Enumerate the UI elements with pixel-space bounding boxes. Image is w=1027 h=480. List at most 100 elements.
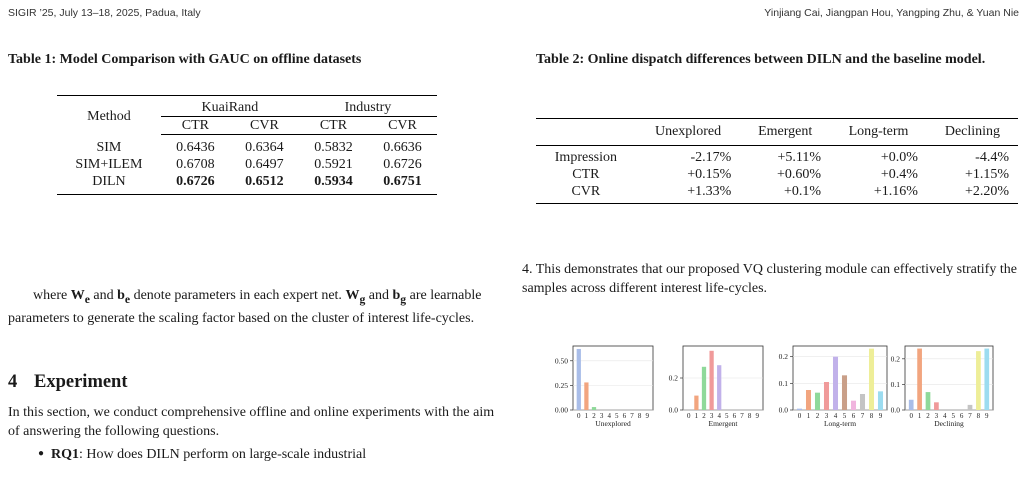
bar xyxy=(576,348,581,410)
x-tick-label: 6 xyxy=(733,412,737,420)
x-tick-label: 5 xyxy=(615,412,619,420)
bar xyxy=(717,365,722,410)
x-tick-label: 6 xyxy=(623,412,627,420)
running-header-venue: SIGIR ’25, July 13–18, 2025, Padua, Ital… xyxy=(8,7,201,19)
x-tick-label: 7 xyxy=(968,412,972,420)
bar xyxy=(976,351,981,410)
table2: Unexplored Emergent Long-term Declining … xyxy=(536,118,1018,204)
bar xyxy=(925,392,931,410)
x-tick-label: 8 xyxy=(977,412,981,420)
bar xyxy=(984,348,990,410)
table1-value-cell: 0.6364 xyxy=(245,140,284,155)
table2-column-header: Emergent xyxy=(740,118,831,146)
bar xyxy=(591,407,597,410)
bar xyxy=(967,404,973,410)
x-tick-label: 2 xyxy=(926,412,930,420)
table1-value-cell: 0.5832 xyxy=(314,140,353,155)
table1-value-cell: 0.6726 xyxy=(383,157,422,172)
y-tick-label: 0.0 xyxy=(779,406,789,415)
y-tick-label: 0.2 xyxy=(779,352,789,361)
bar xyxy=(823,382,830,410)
bar xyxy=(701,366,707,410)
table1-value-cell: 0.6512 xyxy=(245,174,284,189)
y-tick-label: 0.50 xyxy=(555,356,568,365)
bar xyxy=(934,402,939,410)
x-tick-label: 5 xyxy=(725,412,729,420)
x-tick-label: 1 xyxy=(695,412,699,420)
x-tick-label: 9 xyxy=(645,412,649,420)
y-tick-label: 0.2 xyxy=(669,374,679,383)
table1-subheader: CVR xyxy=(367,116,437,135)
table1-value-cell: 0.6436 xyxy=(176,140,215,155)
x-tick-label: 3 xyxy=(825,412,829,420)
table2-value-cell: +0.15% xyxy=(687,167,732,182)
x-axis-label: Declining xyxy=(934,419,964,428)
table2-caption: Table 2: Online dispatch differences bet… xyxy=(536,52,986,67)
table1-subheader: CTR xyxy=(298,116,368,135)
x-tick-label: 7 xyxy=(630,412,634,420)
x-tick-label: 7 xyxy=(740,412,744,420)
table1-value-cell: 0.6726 xyxy=(176,174,215,189)
x-tick-label: 9 xyxy=(755,412,759,420)
bar xyxy=(709,350,714,410)
bar xyxy=(917,348,922,410)
section-heading: 4 Experiment xyxy=(8,372,128,392)
bar xyxy=(796,408,803,410)
x-tick-label: 8 xyxy=(870,412,874,420)
bar xyxy=(694,395,699,410)
bar xyxy=(868,348,875,410)
table2-corner xyxy=(536,118,636,146)
table1-value-cell: 0.6497 xyxy=(245,157,284,172)
x-tick-label: 9 xyxy=(879,412,883,420)
bar xyxy=(859,394,866,410)
table1-method-cell: SIM+ILEM xyxy=(75,157,143,172)
table1-subheader: CTR xyxy=(160,116,230,135)
x-tick-label: 4 xyxy=(943,412,947,420)
bar xyxy=(584,382,589,410)
x-tick-label: 9 xyxy=(985,412,989,420)
x-axis-label: Long-term xyxy=(824,419,856,428)
x-tick-label: 8 xyxy=(638,412,642,420)
vq-clustering-paragraph: 4. This demonstrates that our proposed V… xyxy=(522,262,1017,296)
x-tick-label: 1 xyxy=(807,412,811,420)
table1-group-industry: Industry xyxy=(298,95,437,117)
table2-value-cell: +0.1% xyxy=(784,184,822,199)
table1-value-cell: 0.5934 xyxy=(314,174,353,189)
y-tick-label: 0.00 xyxy=(555,406,568,415)
bar xyxy=(877,391,884,410)
table2-value-cell: +5.11% xyxy=(777,150,822,165)
table2-row-label: Impression xyxy=(554,150,617,165)
table2-value-cell: +0.4% xyxy=(880,167,918,182)
table-row: CTR +0.15% +0.60% +0.4% +1.15% xyxy=(536,166,1018,183)
y-tick-label: 0.0 xyxy=(669,406,679,415)
table2-value-cell: +0.0% xyxy=(880,150,918,165)
x-tick-label: 3 xyxy=(935,412,939,420)
table-row: DILN 0.6726 0.6512 0.5934 0.6751 xyxy=(57,173,437,190)
table1-value-cell: 0.6636 xyxy=(383,140,422,155)
x-tick-label: 3 xyxy=(710,412,714,420)
running-header-authors: Yinjiang Cai, Jiangpan Hou, Yangping Zhu… xyxy=(764,7,1019,19)
list-item: ● RQ1: How does DILN perform on large-sca… xyxy=(38,447,367,462)
table-row: Impression -2.17% +5.11% +0.0% -4.4% xyxy=(536,146,1018,167)
table2-column-header: Long-term xyxy=(830,118,927,146)
table1-subheader: CVR xyxy=(229,116,299,135)
y-tick-label: 0.1 xyxy=(779,379,789,388)
bar xyxy=(805,390,812,410)
x-tick-label: 7 xyxy=(861,412,865,420)
table2-value-cell: +1.15% xyxy=(964,167,1009,182)
x-tick-label: 0 xyxy=(687,412,691,420)
table1-value-cell: 0.6751 xyxy=(383,174,422,189)
section-intro-paragraph: In this section, we conduct comprehensiv… xyxy=(8,405,495,439)
x-tick-label: 5 xyxy=(843,412,847,420)
table2-value-cell: +0.60% xyxy=(777,167,822,182)
table2-column-header: Declining xyxy=(926,118,1018,146)
x-tick-label: 4 xyxy=(834,412,838,420)
bar xyxy=(850,400,857,410)
table1-method-cell: SIM xyxy=(96,140,122,155)
table-row: SIM 0.6436 0.6364 0.5832 0.6636 xyxy=(57,139,437,156)
x-tick-label: 2 xyxy=(702,412,706,420)
x-tick-label: 6 xyxy=(852,412,856,420)
table-row: CVR +1.33% +0.1% +1.16% +2.20% xyxy=(536,183,1018,204)
table1-value-cell: 0.6708 xyxy=(176,157,215,172)
